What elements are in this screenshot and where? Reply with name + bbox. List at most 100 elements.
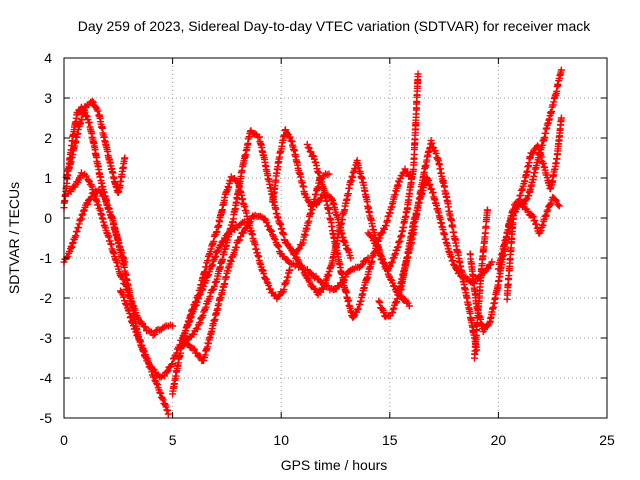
marker-segment: [386, 273, 399, 294]
marker-segment: [82, 193, 95, 209]
marker-segment: [544, 95, 558, 127]
marker-segment: [314, 190, 327, 206]
y-axis-label: SDTVAR / TECUs: [6, 182, 22, 294]
marker-segment: [308, 199, 320, 210]
marker-segment: [429, 188, 443, 220]
marker-segment: [397, 255, 411, 294]
marker-point: [364, 254, 372, 262]
marker-segment: [162, 321, 174, 330]
marker-segment: [90, 191, 104, 214]
series-arc-10: [288, 156, 413, 310]
marker-segment: [388, 181, 402, 211]
marker-segment: [434, 155, 448, 187]
marker-segment: [216, 264, 232, 302]
y-tick-label: -3: [40, 330, 53, 346]
y-tick-label: 3: [44, 90, 52, 106]
marker-segment: [390, 237, 404, 261]
marker-segment: [282, 126, 295, 145]
marker-segment: [403, 220, 417, 262]
marker-segment: [234, 224, 249, 245]
marker-segment: [88, 97, 102, 115]
series-arc-12: [364, 70, 422, 274]
y-tick-label: -5: [40, 410, 53, 426]
x-tick-label: 25: [599, 432, 615, 448]
marker-segment: [238, 128, 254, 174]
marker-segment: [256, 133, 272, 179]
marker-segment: [269, 158, 283, 206]
marker-point: [169, 322, 177, 330]
marker-segment: [279, 267, 293, 296]
x-tick-label: 0: [60, 432, 68, 448]
marker-segment: [136, 338, 150, 359]
x-axis-label: GPS time / hours: [281, 457, 388, 473]
y-tick-label: 0: [44, 210, 52, 226]
marker-segment: [397, 208, 411, 241]
y-tick-label: 2: [44, 130, 52, 146]
marker-segment: [288, 246, 302, 264]
marker-point: [555, 202, 563, 210]
x-tick-label: 10: [273, 432, 289, 448]
marker-segment: [208, 223, 222, 250]
marker-segment: [212, 248, 228, 286]
marker-segment: [221, 177, 235, 201]
marker-segment: [371, 239, 384, 259]
marker-segment: [329, 230, 343, 267]
marker-segment: [414, 168, 428, 211]
marker-segment: [481, 260, 495, 275]
marker-segment: [329, 280, 345, 293]
marker-segment: [156, 372, 168, 381]
marker-segment: [275, 127, 289, 163]
series-arc-18: [471, 206, 492, 362]
marker-segment: [153, 381, 167, 404]
marker-segment: [208, 247, 221, 270]
marker-segment: [377, 254, 391, 271]
marker-segment: [69, 111, 81, 140]
marker-point: [325, 170, 333, 178]
y-tick-labels: 4 3 2 1 0 -1 -2 -3 -4 -5: [40, 50, 53, 426]
marker-segment: [214, 196, 228, 231]
x-tick-label: 5: [169, 432, 177, 448]
marker-segment: [427, 137, 441, 162]
marker-segment: [295, 257, 308, 277]
marker-segment: [449, 257, 462, 277]
marker-segment: [77, 169, 90, 180]
marker-segment: [117, 245, 128, 263]
marker-segment: [90, 142, 102, 171]
marker-segment: [382, 203, 395, 230]
x-tick-labels: 0 5 10 15 20 25: [60, 432, 615, 448]
marker-segment: [269, 231, 284, 257]
marker-segment: [149, 365, 162, 379]
marker-segment: [103, 201, 115, 221]
marker-segment: [182, 307, 195, 335]
marker-segment: [416, 176, 430, 202]
marker-segment: [221, 218, 237, 253]
x-tick-label: 15: [382, 432, 398, 448]
marker-point: [405, 302, 413, 310]
marker-segment: [321, 263, 334, 290]
marker-segment: [536, 212, 549, 237]
y-tick-label: -1: [40, 250, 53, 266]
marker-segment: [360, 181, 374, 220]
series-arc-4: [64, 169, 177, 339]
y-tick-label: -2: [40, 290, 53, 306]
marker-segment: [182, 336, 197, 352]
marker-segment: [486, 290, 500, 327]
y-tick-label: -4: [40, 370, 53, 386]
marker-point: [488, 258, 496, 266]
marker-segment: [225, 239, 241, 270]
marker-segment: [253, 249, 267, 275]
marker-segment: [479, 321, 492, 336]
marker-segment: [95, 111, 109, 145]
marker-segment: [156, 323, 168, 334]
marker-segment: [382, 312, 394, 321]
marker-segment: [323, 197, 337, 237]
marker-point: [557, 114, 565, 122]
marker-segment: [299, 209, 315, 247]
marker-segment: [310, 152, 324, 181]
marker-point: [164, 410, 172, 418]
marker-segment: [471, 273, 485, 362]
marker-segment: [521, 153, 534, 186]
marker-segment: [336, 261, 350, 296]
marker-segment: [364, 229, 377, 245]
series-arc-17: [503, 194, 563, 303]
